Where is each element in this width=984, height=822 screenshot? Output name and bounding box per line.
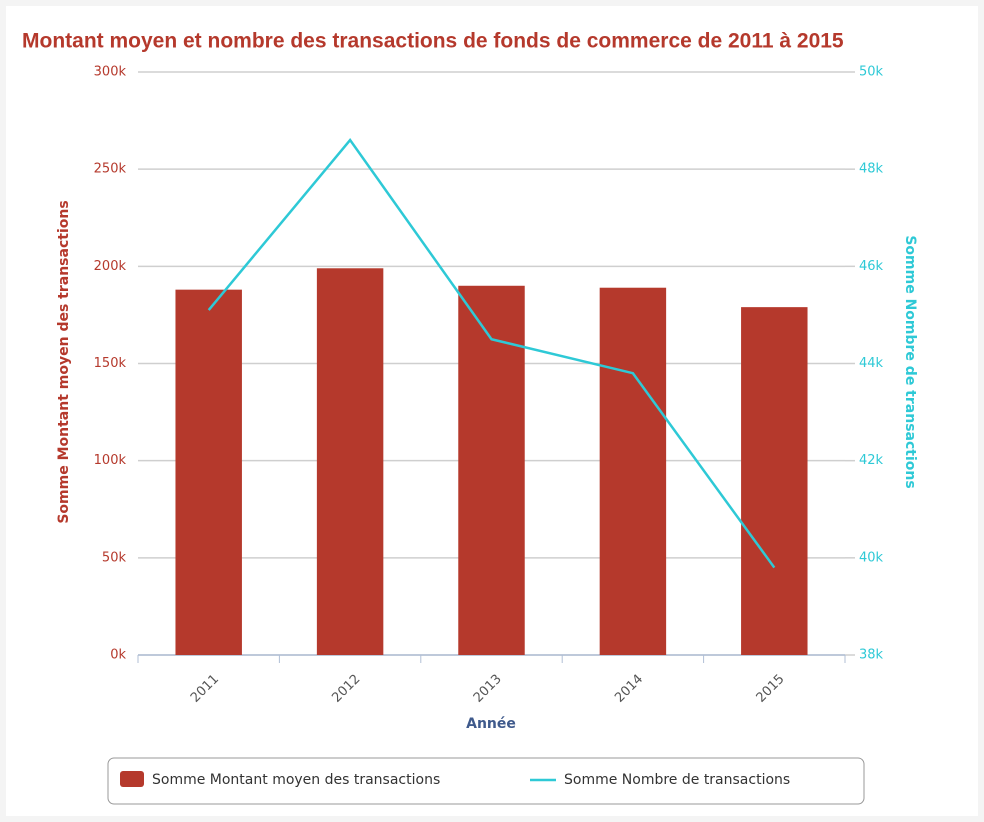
- legend-swatch: [120, 771, 144, 787]
- bar: [316, 268, 384, 655]
- y-tick-label: 250k: [94, 162, 127, 177]
- y2-tick-label: 44k: [859, 356, 884, 371]
- y-tick-label: 150k: [94, 356, 127, 371]
- y2-tick-label: 46k: [859, 259, 884, 274]
- legend-label: Somme Nombre de transactions: [564, 772, 790, 788]
- legend-box: [107, 757, 865, 805]
- y2-tick-label: 38k: [859, 648, 884, 663]
- bar: [741, 307, 808, 655]
- y2-axis-title: Somme Nombre de transactions: [902, 235, 918, 488]
- y-tick-label: 100k: [94, 453, 127, 468]
- chart-title: Montant moyen et nombre des transactions…: [22, 30, 844, 53]
- bar: [458, 285, 525, 655]
- y2-tick-label: 42k: [859, 453, 884, 468]
- legend-label: Somme Montant moyen des transactions: [152, 772, 440, 788]
- y-tick-label: 50k: [102, 550, 127, 565]
- y-tick-label: 0k: [110, 648, 126, 663]
- y-tick-label: 200k: [94, 259, 127, 274]
- x-axis-title: Année: [466, 716, 516, 732]
- bar: [599, 287, 667, 655]
- line: [207, 137, 776, 569]
- y2-tick-label: 40k: [859, 550, 884, 565]
- y2-tick-label: 50k: [859, 65, 884, 80]
- y2-tick-label: 48k: [859, 162, 884, 177]
- y-tick-label: 300k: [94, 65, 127, 80]
- y-axis-title: Somme Montant moyen des transactions: [56, 200, 72, 523]
- bar: [175, 289, 242, 655]
